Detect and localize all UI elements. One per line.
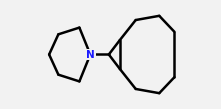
Text: N: N [86, 49, 95, 60]
